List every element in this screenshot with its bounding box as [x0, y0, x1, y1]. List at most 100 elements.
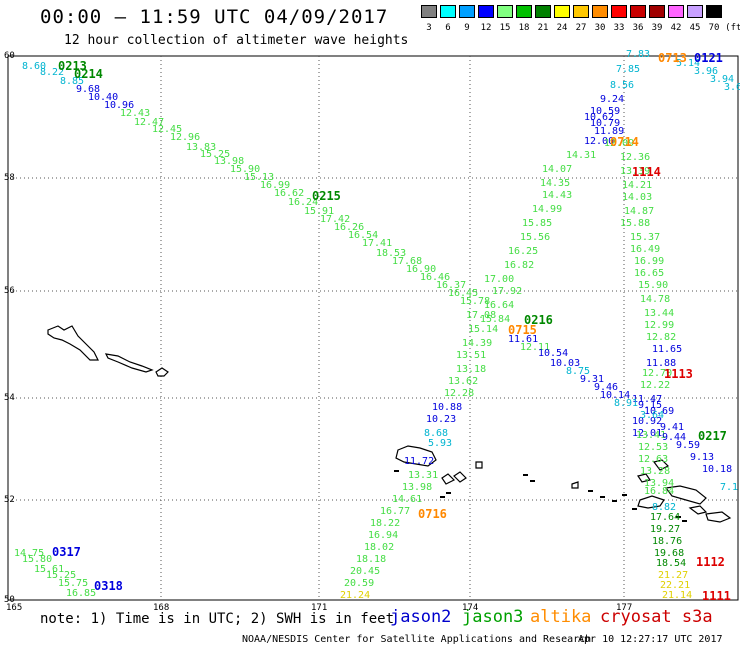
islet: [440, 496, 445, 498]
pass-time-label: 1113: [664, 367, 693, 381]
wave-height-label: 11.89: [594, 126, 624, 137]
islet: [588, 490, 593, 492]
pass-time-label: 1114: [632, 165, 661, 179]
wave-height-label: 10.79: [590, 118, 620, 129]
wave-height-label: 14.35: [540, 178, 570, 189]
island: [453, 471, 467, 483]
scale-label: 12: [480, 23, 492, 33]
island: [652, 459, 670, 471]
wave-height-label: 9.24: [600, 94, 624, 105]
island: [705, 511, 732, 523]
wave-height-label: 10.96: [104, 100, 134, 111]
wave-height-label: 10.14: [600, 390, 630, 401]
wave-height-label: 17.64: [650, 512, 680, 523]
wave-height-label: 15.80: [22, 554, 52, 565]
wave-height-label: 15.85: [522, 218, 552, 229]
wave-height-label: 8.91: [614, 398, 638, 409]
wave-height-label: 16.64: [484, 300, 514, 311]
wave-height-label: 14.03: [622, 192, 652, 203]
map-title: 00:00 – 11:59 UTC 04/09/2017: [40, 6, 389, 28]
credit-line: NOAA/NESDIS Center for Satellite Applica…: [242, 634, 592, 645]
wave-height-label: 15.25: [200, 149, 230, 160]
wave-height-label: 18.22: [370, 518, 400, 529]
wave-height-label: 11.65: [652, 344, 682, 355]
wave-height-label: 14.78: [640, 294, 670, 305]
wave-height-label: 20.45: [350, 566, 380, 577]
wave-height-label: 8.85: [60, 76, 84, 87]
pass-time-label: 1111: [702, 589, 731, 603]
wave-height-label: 9.68: [76, 84, 100, 95]
wave-height-label: 16.46: [420, 272, 450, 283]
lat-label: 58: [4, 173, 15, 183]
scale-label: 45: [689, 23, 701, 33]
wave-height-label: 13.18: [456, 364, 486, 375]
pass-time-label: 0317: [52, 545, 81, 559]
lon-label: 165: [6, 603, 22, 613]
scale-label: 21: [537, 23, 549, 33]
wave-height-label: 9.13: [690, 452, 714, 463]
wave-height-label: 15.91: [304, 206, 334, 217]
wave-height-label: 18.18: [356, 554, 386, 565]
wave-height-label: 9.44: [662, 432, 686, 443]
pass-time-label: 0715: [508, 323, 537, 337]
wave-height-label: 16.99: [634, 256, 664, 267]
wave-height-label: 8.56: [610, 80, 634, 91]
island: [395, 445, 437, 467]
wave-height-label: 5.14: [676, 58, 700, 69]
islet: [530, 480, 535, 482]
coastline-islands: [47, 325, 732, 523]
wave-height-label: 10.03: [550, 358, 580, 369]
wave-height-label: 15.90: [638, 280, 668, 291]
wave-height-label: 8.82: [652, 502, 676, 513]
lon-label: 171: [311, 603, 327, 613]
scale-swatch: [649, 5, 665, 18]
island: [637, 473, 651, 483]
wave-height-label: 16.99: [260, 180, 290, 191]
pass-time-label: 0215: [312, 189, 341, 203]
scale-label: 39: [651, 23, 663, 33]
pass-time-label: 0714: [610, 135, 639, 149]
units-note: note: 1) Time is in UTC; 2) SWH is in fe…: [40, 611, 395, 627]
satellite-name: jason3: [462, 607, 524, 627]
wave-height-label: 16.54: [348, 230, 378, 241]
wave-height-label: 16.90: [406, 264, 436, 275]
wave-height-label: 16.82: [504, 260, 534, 271]
wave-height-label: 15.56: [520, 232, 550, 243]
scale-swatch: [611, 5, 627, 18]
wave-height-label: 12.63: [638, 454, 668, 465]
satellite-name: altika: [530, 607, 592, 627]
wave-height-label: 11.47: [632, 394, 662, 405]
island: [571, 481, 579, 489]
wave-height-label: 17.00: [484, 274, 514, 285]
wave-height-label: 14.21: [622, 180, 652, 191]
wave-height-label: 12.22: [640, 380, 670, 391]
wave-height-label: 16.94: [368, 530, 398, 541]
wave-height-label: 14.31: [566, 150, 596, 161]
wave-height-label: 17.41: [362, 238, 392, 249]
wave-height-label: 10.62: [584, 112, 614, 123]
wave-height-label: 11.72: [404, 456, 434, 467]
wave-height-label: 16.26: [334, 222, 364, 233]
wave-height-label: 16.84: [644, 486, 674, 497]
wave-height-label: 12.00: [584, 136, 614, 147]
islet: [612, 500, 617, 502]
wave-height-label: 7.83: [626, 49, 650, 60]
island: [47, 325, 99, 361]
wave-height-label: 9.59: [676, 440, 700, 451]
scale-swatch: [706, 5, 722, 18]
scale-label: 15: [499, 23, 511, 33]
wave-height-label: 10.69: [644, 406, 674, 417]
wave-height-label: 17.68: [392, 256, 422, 267]
wave-height-label: 12.96: [170, 132, 200, 143]
wave-height-label: 14.87: [624, 206, 654, 217]
island: [475, 461, 483, 469]
wave-height-label: 8.68: [424, 428, 448, 439]
scale-swatch: [592, 5, 608, 18]
islet: [394, 470, 399, 472]
wave-height-label: 3.94: [710, 74, 734, 85]
wave-height-label: 10.23: [426, 414, 456, 425]
wave-height-label: 8.60: [22, 61, 46, 72]
wave-height-label: 13.98: [214, 156, 244, 167]
